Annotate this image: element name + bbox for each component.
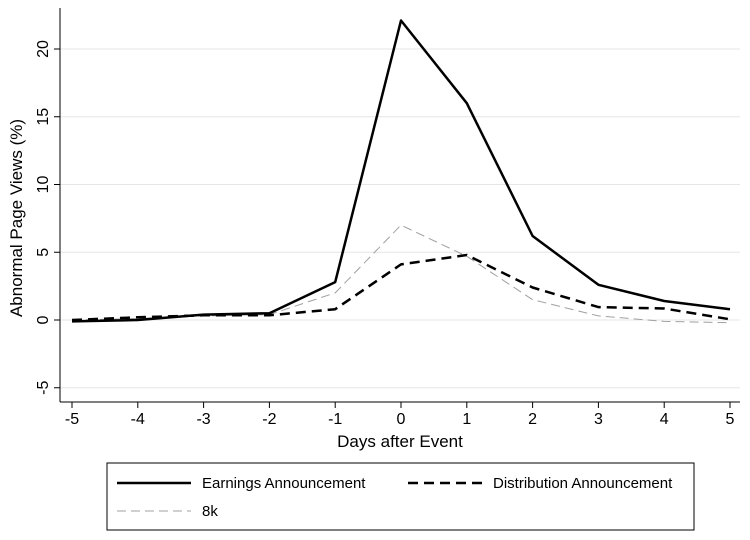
- x-axis-ticks: -5 -4 -3 -2 -1 0 1 2 3 4 5: [65, 402, 735, 428]
- y-tick-label: -5: [35, 381, 52, 395]
- x-tick-label: -2: [262, 411, 276, 428]
- legend-label-earnings: Earnings Announcement: [202, 475, 366, 492]
- y-tick-label: 5: [35, 248, 52, 257]
- x-tick-label: 2: [528, 411, 537, 428]
- x-axis-label: Days after Event: [337, 432, 463, 451]
- series-line-8k: [71, 224, 731, 324]
- legend-label-distribution: Distribution Announcement: [493, 475, 673, 492]
- legend-label-8k: 8k: [202, 503, 218, 520]
- x-tick-label: 0: [397, 411, 406, 428]
- x-tick-label: -3: [196, 411, 210, 428]
- x-tick-label: 3: [594, 411, 603, 428]
- x-tick-label: -5: [65, 411, 79, 428]
- gridlines: [60, 48, 740, 389]
- y-tick-label: 0: [35, 315, 52, 324]
- y-axis-ticks: -5 0 5 10 15 20: [35, 40, 60, 395]
- x-tick-label: 5: [726, 411, 735, 428]
- y-tick-label: 15: [35, 108, 52, 126]
- x-tick-label: -4: [131, 411, 145, 428]
- x-tick-label: 1: [462, 411, 471, 428]
- series-line-distribution-announcement: [71, 253, 731, 322]
- y-axis-label: Abnormal Page Views (%): [7, 119, 26, 317]
- x-tick-label: -1: [328, 411, 342, 428]
- y-tick-label: 10: [35, 176, 52, 194]
- legend: Earnings Announcement Distribution Annou…: [106, 462, 695, 531]
- x-tick-label: 4: [660, 411, 669, 428]
- y-tick-label: 20: [35, 40, 52, 58]
- legend-frame: [106, 462, 695, 531]
- series-lines: [71, 19, 731, 324]
- series-line-earnings-announcement: [71, 19, 731, 323]
